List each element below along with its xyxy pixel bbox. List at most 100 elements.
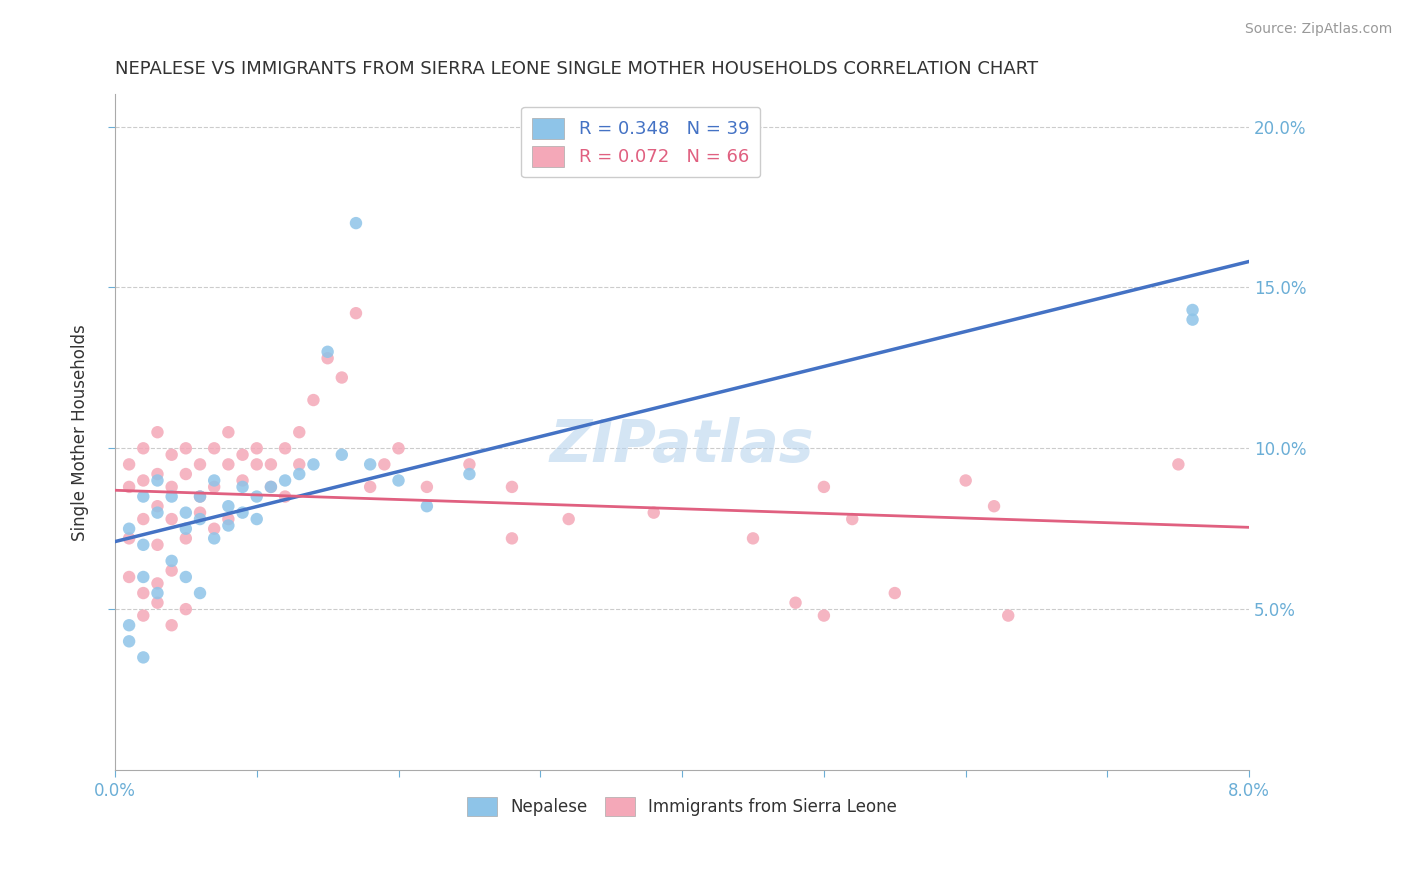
Point [202,480,225,494]
Point [188,586,211,600]
Point [1181,303,1204,318]
Point [132,442,155,456]
Point [118,634,141,648]
Point [132,650,155,665]
Point [160,490,183,504]
Point [316,351,339,366]
Point [955,474,977,488]
Point [983,499,1005,513]
Point [288,467,311,481]
Point [132,474,155,488]
Point [841,512,863,526]
Point [217,512,239,526]
Point [132,512,155,526]
Point [288,425,311,440]
Point [232,506,254,520]
Point [232,480,254,494]
Point [118,522,141,536]
Point [217,458,239,472]
Point [132,586,155,600]
Point [217,499,239,513]
Point [132,608,155,623]
Point [202,532,225,546]
Point [118,458,141,472]
Point [188,490,211,504]
Point [416,480,439,494]
Point [1181,312,1204,326]
Point [416,499,439,513]
Point [118,532,141,546]
Point [742,532,765,546]
Point [501,532,523,546]
Point [174,570,197,584]
Point [359,458,381,472]
Point [288,458,311,472]
Point [302,392,325,407]
Point [344,306,367,320]
Point [274,490,297,504]
Point [458,458,481,472]
Point [202,442,225,456]
Point [188,458,211,472]
Point [188,506,211,520]
Point [174,442,197,456]
Point [260,480,283,494]
Text: Source: ZipAtlas.com: Source: ZipAtlas.com [1244,22,1392,37]
Point [146,499,169,513]
Point [118,570,141,584]
Point [232,448,254,462]
Point [146,425,169,440]
Point [118,618,141,632]
Point [202,474,225,488]
Point [260,480,283,494]
Point [274,474,297,488]
Point [188,512,211,526]
Point [174,467,197,481]
Point [387,442,409,456]
Point [160,448,183,462]
Point [146,576,169,591]
Point [146,596,169,610]
Point [202,522,225,536]
Point [146,586,169,600]
Point [132,538,155,552]
Point [246,490,269,504]
Point [188,490,211,504]
Legend: Nepalese, Immigrants from Sierra Leone: Nepalese, Immigrants from Sierra Leone [461,790,904,822]
Point [160,512,183,526]
Point [330,448,353,462]
Text: ZIPatlas: ZIPatlas [550,417,814,475]
Point [344,216,367,230]
Point [132,570,155,584]
Point [260,458,283,472]
Point [557,512,579,526]
Point [373,458,395,472]
Point [302,458,325,472]
Point [359,480,381,494]
Text: NEPALESE VS IMMIGRANTS FROM SIERRA LEONE SINGLE MOTHER HOUSEHOLDS CORRELATION CH: NEPALESE VS IMMIGRANTS FROM SIERRA LEONE… [115,60,1038,78]
Point [146,474,169,488]
Point [146,467,169,481]
Point [997,608,1019,623]
Point [785,596,807,610]
Point [146,506,169,520]
Point [174,506,197,520]
Point [160,480,183,494]
Point [217,425,239,440]
Point [160,618,183,632]
Point [246,458,269,472]
Point [643,506,665,520]
Point [174,602,197,616]
Point [1167,458,1189,472]
Point [146,538,169,552]
Point [316,344,339,359]
Point [387,474,409,488]
Point [217,518,239,533]
Point [458,467,481,481]
Y-axis label: Single Mother Households: Single Mother Households [72,324,89,541]
Point [246,442,269,456]
Point [118,480,141,494]
Point [132,490,155,504]
Point [174,522,197,536]
Point [246,512,269,526]
